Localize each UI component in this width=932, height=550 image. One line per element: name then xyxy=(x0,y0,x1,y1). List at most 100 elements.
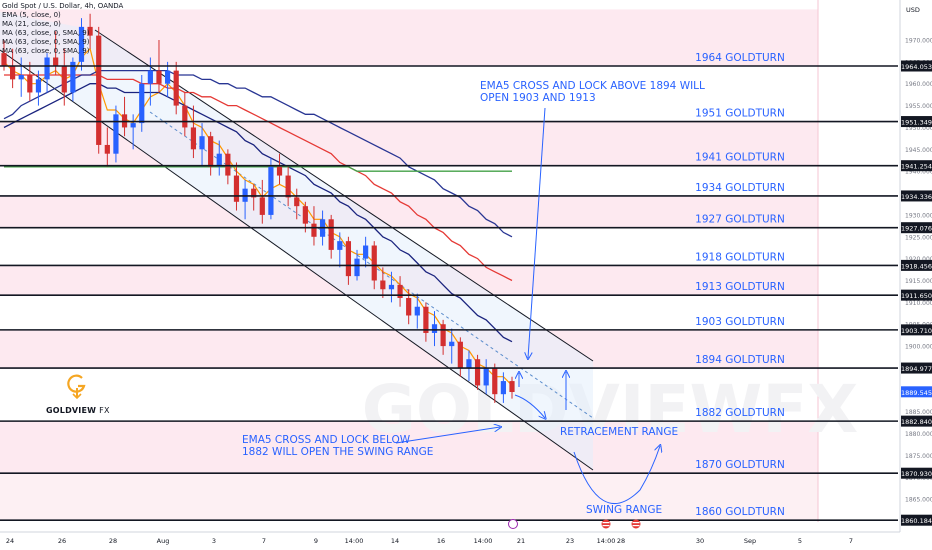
price-tag: 1951.349 xyxy=(901,119,932,127)
price-tag-bg xyxy=(901,324,932,336)
price-tag: 1927.076 xyxy=(901,225,932,233)
candle-body xyxy=(70,61,76,93)
candle-body xyxy=(483,367,489,386)
time-tick: 28 xyxy=(617,537,625,545)
goldview-logo-icon xyxy=(67,374,86,400)
logo-wordmark: GOLDVIEW FX xyxy=(46,406,110,415)
candle-body xyxy=(10,66,16,80)
candle-body xyxy=(474,359,481,386)
candle-body xyxy=(345,241,352,277)
goldturn-label: 1964 GOLDTURN xyxy=(695,52,785,64)
time-tick: Aug xyxy=(157,537,170,545)
indicator-ma63-a[interactable]: MA (63, close, 0, SMA, 9) xyxy=(2,29,90,37)
price-tag-bg xyxy=(901,190,932,202)
arrow-swing xyxy=(573,446,660,504)
time-tick: 26 xyxy=(58,537,66,545)
goldturn-label: 1903 GOLDTURN xyxy=(695,316,785,328)
price-tag: 1964.053 xyxy=(901,63,932,71)
time-tick: 14:00 xyxy=(474,537,493,545)
us-flag-stripe xyxy=(632,522,640,524)
candle-body xyxy=(78,26,85,62)
price-tick: 1865.000 xyxy=(905,497,932,504)
time-tick: 3 xyxy=(212,537,216,545)
candle-body xyxy=(87,26,93,36)
us-flag-icon xyxy=(631,519,641,529)
time-tick: 24 xyxy=(6,537,14,545)
price-tick: 1910.000 xyxy=(905,300,932,307)
candle-body xyxy=(156,70,162,84)
zone-band xyxy=(0,195,818,228)
candle-body xyxy=(397,284,403,298)
candle-body xyxy=(44,57,50,80)
candle-body xyxy=(130,123,136,128)
candle-body xyxy=(35,79,42,93)
annotation-line: EMA5 CROSS AND LOCK BELOW xyxy=(242,434,411,446)
channel-fill xyxy=(0,12,593,470)
price-tag-bg xyxy=(901,259,932,271)
price-tick: 1950.000 xyxy=(905,125,932,132)
indicator-ma21[interactable]: MA (21, close, 0) xyxy=(2,20,61,28)
candle-body xyxy=(423,306,429,333)
price-tag: 1860.184 xyxy=(901,517,932,525)
time-tick: Sep xyxy=(744,537,756,545)
time-tick: 7 xyxy=(849,537,853,545)
price-tick: 1915.000 xyxy=(905,278,932,285)
indicator-ma63-b[interactable]: MA (63, close, 0, SMA, 9) xyxy=(2,38,90,46)
price-tag-bg xyxy=(901,160,932,172)
us-flag-stripe xyxy=(602,522,610,524)
price-tag-bg xyxy=(901,60,932,72)
price-tick: 1940.000 xyxy=(905,169,932,176)
candle-body xyxy=(294,197,300,207)
candle-body xyxy=(431,324,438,333)
price-tag: 1934.336 xyxy=(901,193,932,201)
candle-body xyxy=(285,175,291,198)
projection-arrows xyxy=(395,107,660,504)
us-flag-icon xyxy=(601,519,611,529)
price-tag: 1911.650 xyxy=(901,292,932,300)
price-tag: 1882.840 xyxy=(901,418,932,426)
candle-body xyxy=(27,74,33,93)
ma-line xyxy=(4,166,512,172)
price-tick: 1945.000 xyxy=(905,147,932,154)
current-price-tag-bg xyxy=(901,386,932,398)
goldturn-label: 1894 GOLDTURN xyxy=(695,354,785,366)
zone-band xyxy=(0,9,818,67)
candle-body xyxy=(492,367,498,395)
candle-body xyxy=(302,206,308,224)
candle-body xyxy=(216,153,222,167)
indicator-ma63-c[interactable]: MA (63, close, 0, SMA, 9) xyxy=(2,47,90,55)
candle-body xyxy=(1,53,7,67)
candle-body xyxy=(414,306,420,316)
price-tag: 1941.254 xyxy=(901,163,932,171)
candle-body xyxy=(509,381,515,393)
candle-body xyxy=(139,83,145,124)
price-tag-bg xyxy=(901,467,932,479)
annotation-line: OPEN 1903 AND 1913 xyxy=(480,92,596,104)
candle-body xyxy=(53,57,59,67)
indicator-ema5[interactable]: EMA (5, close, 0) xyxy=(2,11,61,19)
price-tick: 1960.000 xyxy=(905,81,932,88)
arrow-retrace-down xyxy=(514,394,545,418)
price-tick: 1930.000 xyxy=(905,212,932,219)
candle-body xyxy=(406,297,412,316)
price-tag: 1894.977 xyxy=(901,365,932,373)
candle-body xyxy=(225,153,231,176)
price-tag-bg xyxy=(901,362,932,374)
goldturn-label: 1913 GOLDTURN xyxy=(695,281,785,293)
time-tick: 14:00 xyxy=(345,537,364,545)
candle-body xyxy=(96,35,102,145)
time-tick: 9 xyxy=(314,537,318,545)
candle-body xyxy=(500,381,506,395)
price-tag: 1870.930 xyxy=(901,470,932,478)
time-tick: 23 xyxy=(566,537,574,545)
price-tag-bg xyxy=(901,514,932,526)
annotation-line: 1882 WILL OPEN THE SWING RANGE xyxy=(242,446,434,458)
goldturn-label: 1870 GOLDTURN xyxy=(695,459,785,471)
candle-body xyxy=(18,74,24,80)
ma-line xyxy=(3,69,513,238)
candle-body xyxy=(380,280,386,290)
goldturn-label: 1882 GOLDTURN xyxy=(695,407,785,419)
candle-body xyxy=(371,245,377,281)
time-tick: 14 xyxy=(391,537,399,545)
